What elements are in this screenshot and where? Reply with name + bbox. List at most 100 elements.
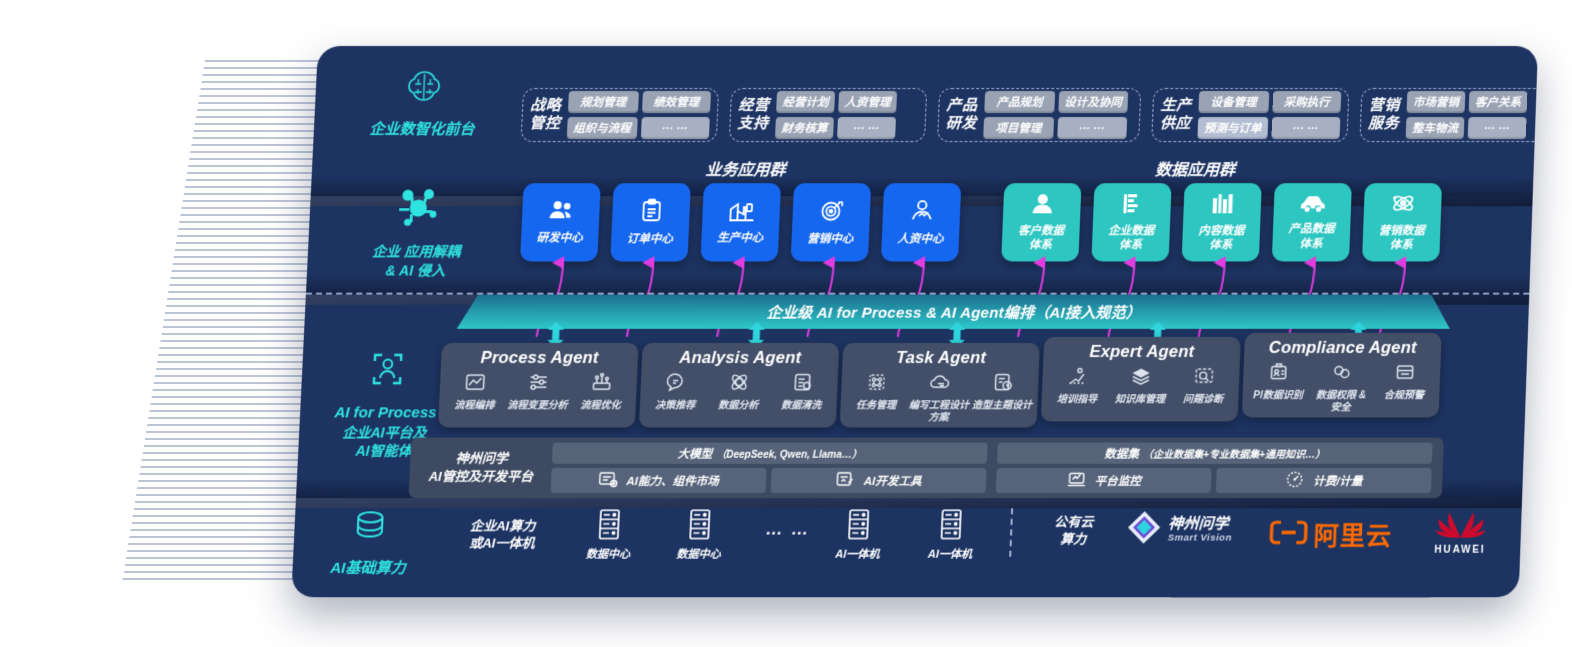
group-chip[interactable]: 整车物流 (1405, 117, 1465, 140)
agent-item[interactable]: PI数据识别 (1247, 362, 1311, 402)
data-card-enterprise[interactable]: 企业数据 体系 (1091, 183, 1172, 262)
person-chart-icon (908, 199, 935, 232)
agent-item[interactable]: 流程优化 (569, 372, 633, 412)
group-chip-more[interactable]: … … (640, 117, 710, 140)
content-bars-icon (1210, 192, 1235, 224)
agent-item-label: 决策推荐 (654, 400, 696, 412)
group-chip[interactable]: 绩效管理 (641, 91, 712, 114)
bottom-node-3[interactable]: AI一体机 (816, 508, 901, 562)
agent-item[interactable]: 决策推荐 (644, 372, 708, 412)
huawei-logo[interactable]: HUAWEI (1419, 508, 1501, 556)
app-card-marketing[interactable]: 营销中心 (790, 183, 872, 262)
group-chip[interactable]: 规划管理 (567, 91, 639, 114)
top-group-1[interactable]: 经营 支持 经营计划 人资管理 财务核算 … … (728, 88, 928, 143)
data-card-marketing[interactable]: 营销数据 体系 (1362, 183, 1443, 262)
aliyun-logo[interactable]: 阿里云 (1269, 516, 1393, 552)
data-card-content[interactable]: 内容数据 体系 (1181, 183, 1262, 262)
agent-item-label: 造型主题设计 (971, 400, 1033, 412)
app-card-hr[interactable]: 人资中心 (880, 183, 962, 262)
group-chip[interactable]: 市场营销 (1406, 91, 1466, 114)
agent-item[interactable]: 问题诊断 (1172, 366, 1236, 406)
agent-item[interactable]: 合规预警 (1373, 362, 1437, 402)
cloud-write-icon (928, 372, 951, 397)
agent-card-process[interactable]: Process Agent 流程编排 流程变更分析 (438, 342, 639, 428)
agent-card-task[interactable]: Task Agent 任务管理 (839, 342, 1040, 428)
agent-item-label: 问题诊断 (1182, 394, 1224, 406)
dataset-row[interactable]: 数据集 （企业数据集+专业数据集+通用知识…） (996, 442, 1433, 464)
agent-item[interactable]: 数据分析 (707, 372, 771, 412)
bottom-node-1[interactable]: 数据中心 (657, 508, 742, 562)
card-label-l1: 产品数据 (1288, 223, 1335, 236)
server-icon (684, 531, 715, 543)
group-chip[interactable]: 经营计划 (776, 91, 836, 114)
agent-item[interactable]: 数据权限 & 安全 (1309, 362, 1373, 413)
shenzhou-wenxue-logo[interactable]: 神州问学 Smart Vision (1126, 510, 1233, 549)
group-chip[interactable]: 客户关系 (1468, 91, 1528, 114)
platform-brand: 神州问学 AI管控及开发平台 (415, 450, 547, 485)
group-name: 生产 供应 (1159, 97, 1193, 133)
data-clean-icon (790, 372, 813, 397)
bottom-node-4[interactable]: AI一体机 (908, 508, 993, 562)
agent-item[interactable]: 流程变更分析 (506, 372, 570, 412)
agent-item[interactable]: 数据清洗 (770, 372, 834, 412)
card-label-l1: 企业数据 (1107, 225, 1155, 238)
diagnose-icon (1192, 366, 1215, 391)
agent-item[interactable]: 任务管理 (845, 372, 909, 412)
card-label-l1: 内容数据 (1198, 225, 1245, 238)
platform-monitor-cell[interactable]: 平台监控 (995, 467, 1212, 494)
platform-brand-line2: AI管控及开发平台 (428, 468, 534, 485)
agent-card-compliance[interactable]: Compliance Agent PI数据识别 (1241, 332, 1442, 418)
top-group-2[interactable]: 产品 研发 产品规划 设计及协同 项目管理 … … (936, 88, 1142, 143)
app-card-order[interactable]: 订单中心 (610, 183, 691, 262)
group-chip[interactable]: 产品规划 (984, 91, 1055, 114)
card-label-l2: 体系 (1118, 239, 1143, 252)
group-chip-more[interactable]: … … (1270, 117, 1341, 140)
app-card-production[interactable]: 生产中心 (700, 183, 782, 262)
group-chip[interactable]: 设计及协同 (1057, 91, 1129, 114)
ai-devtool-cell[interactable]: AI开发工具 (770, 467, 987, 494)
bottom-node-label: AI一体机 (835, 548, 880, 562)
top-group-0[interactable]: 战略 管控 规划管理 绩效管理 组织与流程 … … (520, 88, 720, 143)
rail-label: AI基础算力 (329, 559, 407, 578)
group-chip-more[interactable]: … … (1467, 117, 1527, 140)
agent-card-analysis[interactable]: Analysis Agent 决策推荐 (638, 342, 840, 428)
llm-sublabel: （DeepSeek, Qwen, Llama…） (715, 449, 863, 461)
agent-item[interactable]: 编写工程设计方案 (907, 372, 971, 423)
brain-icon (323, 68, 525, 114)
llm-row[interactable]: 大模型 （DeepSeek, Qwen, Llama…） (551, 442, 988, 464)
group-chip-more[interactable]: … … (837, 117, 897, 140)
rail-label: 企业数智化前台 (369, 121, 475, 139)
agent-item[interactable]: 培训指导 (1046, 366, 1110, 406)
agent-title: Expert Agent (1089, 342, 1195, 362)
public-cloud-label: 公有云 算力 (1053, 514, 1094, 547)
agent-item[interactable]: 知识库管理 (1109, 366, 1173, 406)
agent-item[interactable]: 流程编排 (443, 372, 507, 412)
ai-capability-market-cell[interactable]: AI能力、组件市场 (550, 467, 767, 494)
group-chip[interactable]: 人资管理 (838, 91, 898, 114)
agent-item-label: 流程变更分析 (507, 400, 568, 412)
data-card-customer[interactable]: 客户数据 体系 (1001, 183, 1082, 262)
bottom-node-0[interactable]: 数据中心 (566, 508, 651, 562)
billing-cell[interactable]: 计费/计量 (1215, 467, 1432, 494)
group-chip[interactable]: 组织与流程 (566, 117, 638, 140)
group-chip[interactable]: 项目管理 (983, 117, 1054, 140)
business-section-title: 业务应用群 (705, 162, 786, 180)
group-chip[interactable]: 财务核算 (774, 117, 834, 140)
agent-item-label: 数据权限 & 安全 (1315, 390, 1367, 413)
group-chip[interactable]: 预测与订单 (1197, 117, 1268, 140)
agent-item[interactable]: 造型主题设计 (971, 372, 1035, 412)
huawei-flower-icon (1429, 512, 1492, 542)
app-card-rd[interactable]: 研发中心 (520, 183, 601, 262)
logo-name: 神州问学 (1167, 515, 1229, 533)
agent-item-label: PI数据识别 (1253, 390, 1304, 402)
group-chip[interactable]: 采购执行 (1271, 91, 1342, 114)
group-chip[interactable]: 设备管理 (1198, 91, 1269, 114)
agent-card-expert[interactable]: Expert Agent 培训指导 (1040, 336, 1241, 422)
data-card-product[interactable]: 产品数据 体系 (1271, 183, 1352, 262)
agent-title: Compliance Agent (1268, 338, 1418, 357)
top-group-4[interactable]: 营销 服务 市场营销 客户关系 整车物流 … … (1359, 88, 1538, 143)
group-chip-more[interactable]: … … (1056, 117, 1128, 140)
atom-icon (1390, 192, 1415, 224)
top-group-3[interactable]: 生产 供应 设备管理 采购执行 预测与订单 … … (1151, 88, 1350, 143)
